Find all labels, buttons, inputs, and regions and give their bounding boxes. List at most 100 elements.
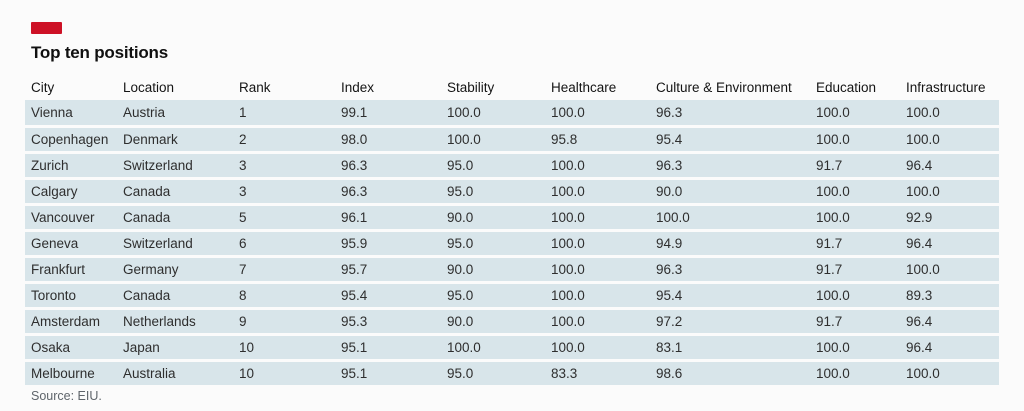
table-cell: 95.0 <box>441 282 545 310</box>
table-row: Melbourne Australia 10 95.1 95.0 83.3 98.6 100.… <box>25 360 999 388</box>
table-cell: 95.4 <box>335 282 441 310</box>
table-cell: 100.0 <box>810 178 900 206</box>
table-cell: 100.0 <box>545 282 650 310</box>
column-header: Healthcare <box>551 80 617 95</box>
table-cell: Germany <box>117 256 233 284</box>
table-cell: 10 <box>233 334 335 362</box>
table-cell: 100.0 <box>900 126 999 154</box>
table-row: Vienna Austria 1 99.1 100.0 100.0 96.3 100.0 100… <box>25 100 999 128</box>
table-row: Toronto Canada 8 95.4 95.0 100.0 95.4 100.0 89.3 <box>25 282 999 310</box>
table-cell: 100.0 <box>900 100 999 128</box>
table-cell: 7 <box>233 256 335 284</box>
table-cell: Calgary <box>25 178 117 206</box>
table-cell: 83.3 <box>545 360 650 388</box>
table-cell: 95.1 <box>335 360 441 388</box>
table-cell: 96.4 <box>900 308 999 336</box>
table-cell: Denmark <box>117 126 233 154</box>
table-cell: 95.0 <box>441 230 545 258</box>
table-cell: 90.0 <box>441 256 545 284</box>
table-cell: 100.0 <box>900 360 999 388</box>
table-cell: 100.0 <box>545 308 650 336</box>
table-cell: 94.9 <box>650 230 810 258</box>
table-cell: 3 <box>233 152 335 180</box>
table-cell: 95.7 <box>335 256 441 284</box>
table-cell: 96.4 <box>900 334 999 362</box>
table-cell: Zurich <box>25 152 117 180</box>
table-cell: 97.2 <box>650 308 810 336</box>
column-header: Index <box>341 80 375 95</box>
table-cell: 6 <box>233 230 335 258</box>
table-cell: 100.0 <box>810 360 900 388</box>
table-cell: Frankfurt <box>25 256 117 284</box>
column-header: Infrastructure <box>906 80 986 95</box>
table-cell: 1 <box>233 100 335 128</box>
column-header: Location <box>123 80 175 95</box>
table-row: Amsterdam Netherlands 9 95.3 90.0 100.0 97.2 91… <box>25 308 999 336</box>
table-cell: 100.0 <box>441 334 545 362</box>
table-cell: 100.0 <box>545 334 650 362</box>
table-cell: 100.0 <box>810 126 900 154</box>
column-header: Stability <box>447 80 495 95</box>
table-header-row: City Location Rank Index Stability Healthcare… <box>25 76 999 100</box>
table-cell: 95.0 <box>441 360 545 388</box>
table-cell: Amsterdam <box>25 308 117 336</box>
table-cell: 100.0 <box>900 256 999 284</box>
table-cell: 95.8 <box>545 126 650 154</box>
table-cell: 95.3 <box>335 308 441 336</box>
table-cell: Netherlands <box>117 308 233 336</box>
table-cell: 83.1 <box>650 334 810 362</box>
column-header: Education <box>816 80 877 95</box>
table-cell: Copenhagen <box>25 126 117 154</box>
page-title: Top ten positions <box>31 43 168 62</box>
table-cell: 5 <box>233 204 335 232</box>
table-cell: 96.3 <box>650 152 810 180</box>
table-cell: 96.4 <box>900 152 999 180</box>
table-cell: 96.1 <box>335 204 441 232</box>
table-cell: 100.0 <box>545 256 650 284</box>
column-header: Culture & Environment <box>656 80 792 95</box>
table-cell: 98.6 <box>650 360 810 388</box>
table-cell: 100.0 <box>810 282 900 310</box>
table-cell: 9 <box>233 308 335 336</box>
table-cell: Australia <box>117 360 233 388</box>
table-cell: 95.0 <box>441 178 545 206</box>
table-row: Vancouver Canada 5 96.1 90.0 100.0 100.0 100.0 9… <box>25 204 999 232</box>
table-cell: Melbourne <box>25 360 117 388</box>
table-cell: 91.7 <box>810 256 900 284</box>
table-cell: 95.9 <box>335 230 441 258</box>
table-cell: Switzerland <box>117 152 233 180</box>
table-cell: 99.1 <box>335 100 441 128</box>
table-cell: Switzerland <box>117 230 233 258</box>
table-cell: 89.3 <box>900 282 999 310</box>
table-cell: 100.0 <box>810 100 900 128</box>
table-cell: Osaka <box>25 334 117 362</box>
table-row: Geneva Switzerland 6 95.9 95.0 100.0 94.9 91.7 9… <box>25 230 999 258</box>
table-cell: Canada <box>117 178 233 206</box>
source-note: Source: EIU. <box>31 389 102 403</box>
table-cell: 100.0 <box>441 100 545 128</box>
table-cell: 10 <box>233 360 335 388</box>
table-cell: 2 <box>233 126 335 154</box>
table-cell: Canada <box>117 204 233 232</box>
table-cell: Austria <box>117 100 233 128</box>
table-cell: 96.4 <box>900 230 999 258</box>
table-cell: 96.3 <box>650 100 810 128</box>
table-row: Copenhagen Denmark 2 98.0 100.0 95.8 95.4 100.0… <box>25 126 999 154</box>
table-cell: 100.0 <box>545 100 650 128</box>
column-header: City <box>31 80 55 95</box>
table-cell: Japan <box>117 334 233 362</box>
table-cell: 91.7 <box>810 230 900 258</box>
table-cell: 100.0 <box>545 204 650 232</box>
table-cell: 96.3 <box>650 256 810 284</box>
table-row: Osaka Japan 10 95.1 100.0 100.0 83.1 100.0 96.4 <box>25 334 999 362</box>
table-cell: 100.0 <box>545 230 650 258</box>
table-cell: Vienna <box>25 100 117 128</box>
table-cell: 100.0 <box>545 152 650 180</box>
table-cell: Geneva <box>25 230 117 258</box>
table-cell: 90.0 <box>441 204 545 232</box>
table-cell: 95.4 <box>650 126 810 154</box>
table-cell: 90.0 <box>650 178 810 206</box>
table-cell: 3 <box>233 178 335 206</box>
table-cell: 90.0 <box>441 308 545 336</box>
